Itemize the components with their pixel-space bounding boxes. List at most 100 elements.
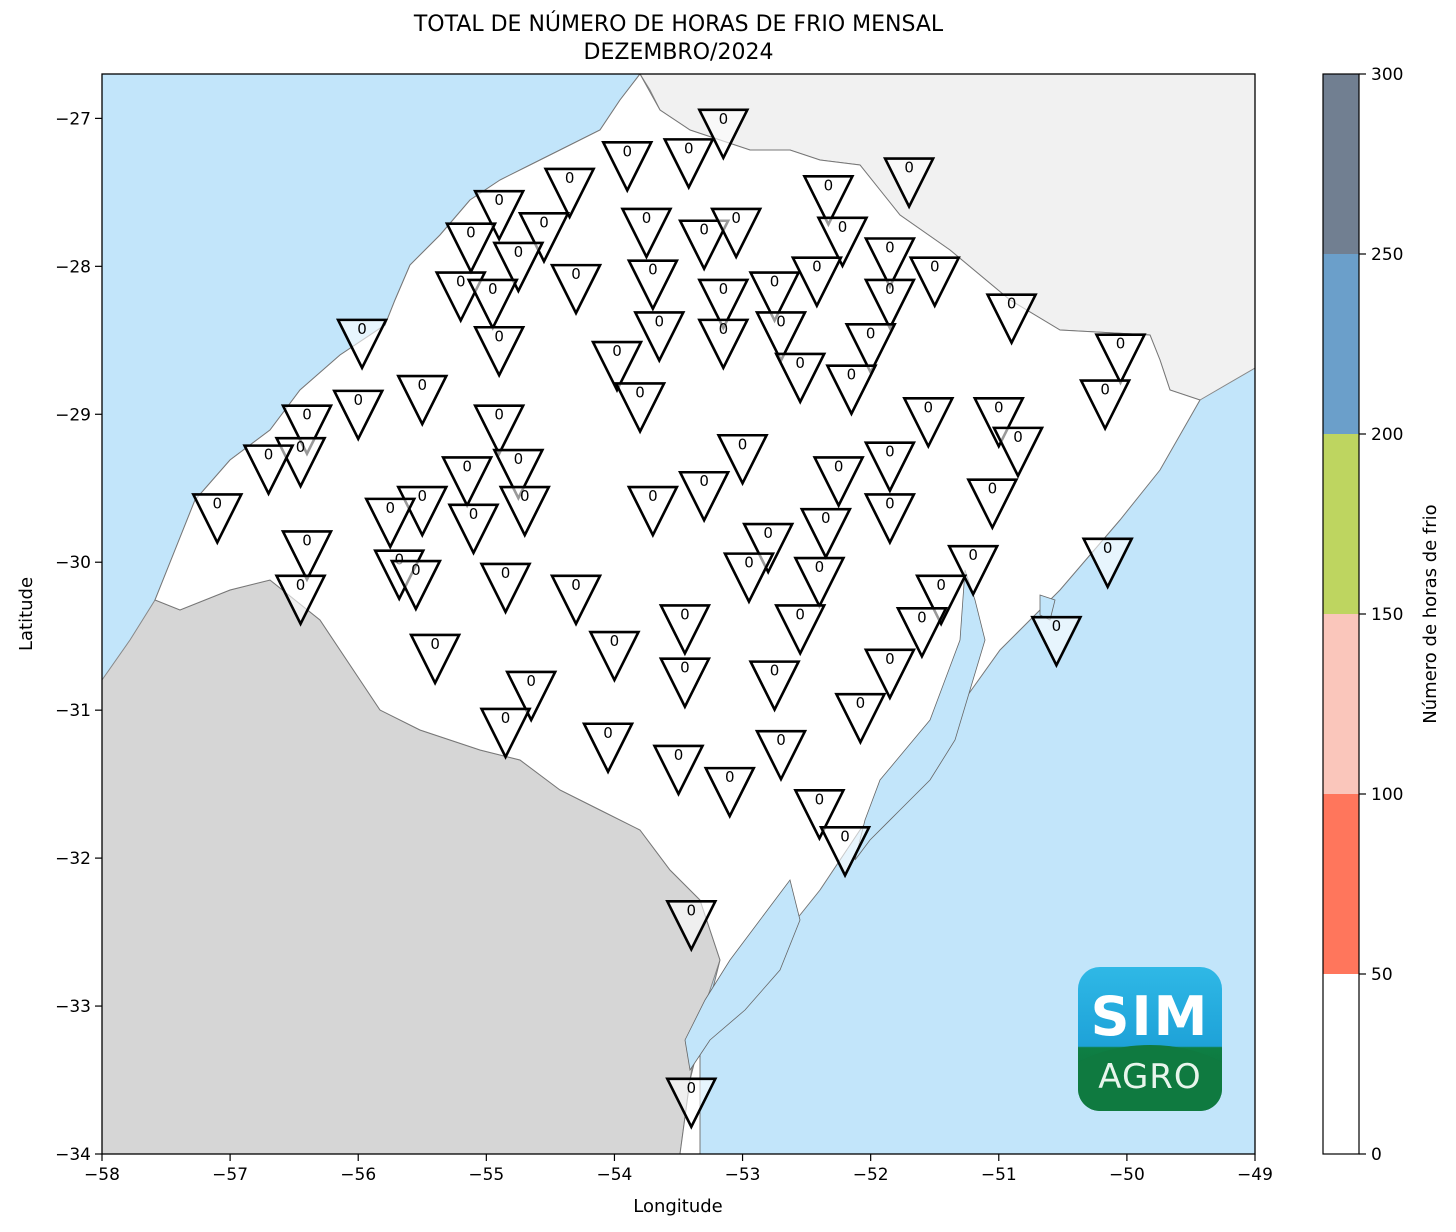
station-triangle <box>991 426 1045 479</box>
station-marker: 0 <box>613 382 667 435</box>
x-tick-label: −54 <box>596 1165 632 1185</box>
station-marker: 0 <box>816 216 869 269</box>
station-triangle <box>908 256 961 309</box>
station-marker: 0 <box>722 552 776 605</box>
station-value-label: 0 <box>394 551 404 569</box>
station-marker: 0 <box>581 722 635 775</box>
station-marker: 0 <box>280 404 334 457</box>
station-value-label: 0 <box>264 446 274 464</box>
station-value-label: 0 <box>838 218 848 236</box>
station-value-label: 0 <box>815 790 825 808</box>
colorbar-tick-label: 0 <box>1371 1145 1382 1165</box>
station-triangle <box>473 404 526 457</box>
station-triangle <box>581 722 635 775</box>
simagro-logo: SIM AGRO <box>1078 967 1222 1111</box>
station-triangle <box>799 507 852 561</box>
station-triangle <box>947 544 1000 598</box>
station-triangle <box>748 660 801 713</box>
station-triangle <box>774 352 827 405</box>
station-marker: 0 <box>274 574 327 627</box>
lagoa-mirim <box>684 879 801 1072</box>
station-triangle <box>658 657 712 710</box>
station-marker: 0 <box>332 389 385 442</box>
station-value-label: 0 <box>514 243 524 261</box>
station-triangle <box>915 574 968 627</box>
station-marker: 0 <box>280 530 334 583</box>
station-value-label: 0 <box>1100 381 1110 399</box>
station-triangle <box>697 318 750 371</box>
station-marker: 0 <box>543 167 596 220</box>
station-triangle <box>191 493 244 546</box>
y-tick-label: −27 <box>55 109 91 129</box>
axes-frame <box>101 73 1256 1155</box>
station-marker: 0 <box>748 660 801 713</box>
station-triangle <box>863 278 916 331</box>
station-value-label: 0 <box>520 487 530 505</box>
station-value-label: 0 <box>968 546 978 564</box>
station-triangle <box>479 707 532 760</box>
station-value-label: 0 <box>642 209 652 227</box>
station-marker: 0 <box>834 692 887 746</box>
map-title-line1: TOTAL DE NÚMERO DE HORAS DE FRIO MENSAL <box>413 12 944 37</box>
station-value-label: 0 <box>731 209 741 227</box>
station-marker: 0 <box>678 470 731 524</box>
station-marker: 0 <box>748 271 801 324</box>
station-marker: 0 <box>517 212 571 265</box>
station-triangle <box>479 562 532 615</box>
station-value-label: 0 <box>1013 428 1023 446</box>
station-marker: 0 <box>985 293 1038 346</box>
station-marker: 0 <box>444 222 498 275</box>
x-axis: −58 −57 −56 −55 −54 −53 −52 −51 −50 −49 <box>84 1154 1273 1185</box>
station-value-label: 0 <box>1052 617 1062 635</box>
station-marker: 0 <box>799 507 852 561</box>
station-triangle <box>825 364 878 417</box>
y-tick-label: −33 <box>55 997 91 1017</box>
station-marker: 0 <box>947 544 1000 598</box>
station-value-label: 0 <box>411 561 421 579</box>
station-marker: 0 <box>790 256 843 309</box>
station-value-label: 0 <box>885 494 895 512</box>
station-value-label: 0 <box>930 258 940 276</box>
map-title-line2: DEZEMBRO/2024 <box>583 40 774 65</box>
station-value-label: 0 <box>353 391 363 409</box>
station-triangle <box>549 574 603 627</box>
station-value-label: 0 <box>418 487 428 505</box>
station-triangle <box>754 311 808 364</box>
station-value-label: 0 <box>296 576 306 594</box>
station-marker: 0 <box>1030 615 1083 669</box>
station-triangle <box>802 175 855 228</box>
station-marker: 0 <box>492 241 545 294</box>
station-marker: 0 <box>633 311 686 364</box>
station-marker: 0 <box>662 138 715 191</box>
station-triangle <box>626 485 679 538</box>
station-marker: 0 <box>895 607 949 660</box>
station-triangle <box>697 108 750 161</box>
station-value-label: 0 <box>815 558 825 576</box>
station-value-label: 0 <box>885 238 895 256</box>
station-triangle <box>396 374 449 427</box>
colorbar-bin <box>1323 614 1359 794</box>
station-value-label: 0 <box>302 531 312 549</box>
station-value-label: 0 <box>763 524 773 542</box>
station-marker: 0 <box>601 141 654 194</box>
station-triangle <box>441 456 494 509</box>
station-marker: 0 <box>754 311 808 364</box>
station-value-label: 0 <box>501 564 511 582</box>
station-triangle <box>665 899 718 953</box>
station-triangle <box>242 444 295 497</box>
station-value-label: 0 <box>612 342 622 360</box>
stations-layer: 0 0 0 0 0 0 0 0 0 0 0 0 0 0 0 0 0 0 0 0 0 0 0 0 0 0 0 0 0 0 0 0 0 0 0 0 0 0 0 0… <box>191 108 1147 1130</box>
station-triangle <box>834 692 887 746</box>
station-marker: 0 <box>697 278 750 331</box>
station-value-label: 0 <box>904 159 914 177</box>
colorbar-label: Número de horas de frio <box>1420 504 1441 723</box>
station-triangle <box>863 493 916 546</box>
station-value-label: 0 <box>648 487 658 505</box>
station-value-label: 0 <box>719 280 729 298</box>
station-marker: 0 <box>915 574 968 627</box>
station-marker: 0 <box>665 1077 718 1130</box>
y-tick-label: −30 <box>55 553 91 573</box>
y-tick-label: −32 <box>55 849 91 869</box>
station-triangle <box>466 278 519 331</box>
